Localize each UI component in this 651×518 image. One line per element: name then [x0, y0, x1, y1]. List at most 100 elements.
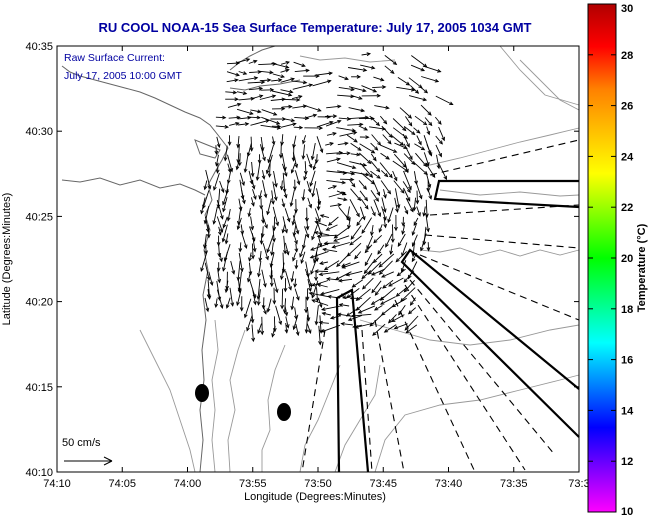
- bathymetry-contours: [139, 45, 580, 473]
- current-vector: [408, 95, 427, 101]
- current-vector-head: [253, 300, 257, 306]
- current-vector: [328, 295, 341, 299]
- current-vector-head: [222, 115, 227, 120]
- current-vector: [215, 298, 218, 308]
- current-vector: [380, 170, 388, 177]
- current-vector-head: [275, 120, 281, 125]
- colorbar-tick-label: 14: [621, 405, 634, 417]
- map-panel[interactable]: Raw Surface Current: July 17, 2005 10:00…: [56, 45, 580, 473]
- current-vector: [371, 280, 382, 293]
- current-vector: [291, 271, 295, 282]
- current-vector-head: [284, 65, 290, 69]
- current-vector: [395, 251, 408, 263]
- current-vector-head: [286, 217, 291, 223]
- current-vector-head: [327, 294, 332, 299]
- current-vector: [280, 78, 295, 83]
- current-vector: [402, 133, 410, 147]
- current-vector-head: [283, 172, 288, 177]
- current-vector-head: [406, 197, 411, 202]
- current-vector-head: [365, 135, 370, 140]
- x-tick-label: 73:55: [239, 478, 267, 490]
- current-vector: [328, 216, 339, 226]
- current-vector: [392, 118, 407, 131]
- current-vector: [420, 104, 432, 116]
- current-vector-head: [266, 210, 270, 216]
- current-vector: [329, 204, 342, 207]
- current-vector: [390, 244, 393, 255]
- x-axis-label: Longitude (Degrees:Minutes): [244, 491, 386, 503]
- current-vector-head: [346, 294, 351, 299]
- current-vector-head: [319, 261, 324, 265]
- current-vector: [216, 199, 224, 219]
- current-vector-head: [357, 196, 362, 202]
- current-vector: [371, 225, 374, 236]
- current-vector-head: [243, 313, 248, 319]
- current-vector: [225, 91, 237, 94]
- current-vector-head: [394, 226, 398, 232]
- current-vector-head: [373, 306, 379, 311]
- current-vector-head: [242, 91, 248, 95]
- y-tick-label: 40:30: [25, 126, 53, 138]
- current-vector: [239, 172, 245, 186]
- current-vector-head: [341, 180, 347, 185]
- current-vector: [285, 270, 292, 290]
- current-vector: [204, 297, 209, 312]
- current-vector-head: [301, 155, 306, 160]
- current-vector-head: [329, 315, 335, 320]
- current-vector: [226, 79, 238, 83]
- current-vector: [349, 116, 369, 120]
- current-vector-head: [213, 186, 217, 191]
- current-vector-head: [281, 106, 286, 111]
- current-vector-head: [413, 221, 418, 226]
- current-vector-head: [391, 318, 396, 323]
- current-vector-head: [291, 221, 296, 226]
- current-vector: [393, 180, 405, 194]
- current-vector-head: [311, 282, 316, 287]
- current-vector-head: [273, 183, 278, 188]
- current-vector: [373, 253, 383, 263]
- station-marker-north[interactable]: [195, 384, 209, 402]
- current-vector: [403, 143, 413, 160]
- current-vector-head: [366, 52, 372, 57]
- current-vector-head: [302, 140, 306, 145]
- colorbar-tick-label: 26: [621, 101, 633, 113]
- current-vector: [320, 261, 328, 265]
- legend-line1: Raw Surface Current:: [64, 52, 165, 64]
- current-vector-head: [362, 162, 368, 167]
- scale-label: 50 cm/s: [62, 437, 101, 449]
- station-marker-south[interactable]: [277, 403, 291, 421]
- current-vector: [282, 252, 285, 273]
- current-vector-head: [321, 311, 326, 316]
- current-vector: [306, 180, 311, 193]
- current-vector: [394, 188, 400, 208]
- current-vector: [281, 134, 284, 146]
- current-vector-head: [258, 257, 263, 263]
- current-vector: [412, 241, 415, 257]
- current-vector: [404, 279, 416, 293]
- current-vector-head: [349, 241, 354, 246]
- current-vector-head: [441, 136, 445, 142]
- current-vector-head: [418, 194, 423, 200]
- current-vector-head: [401, 222, 406, 227]
- current-vector: [423, 226, 427, 245]
- current-vector: [425, 162, 436, 178]
- colorbar-tick-label: 22: [621, 202, 633, 214]
- current-vector-head: [365, 172, 370, 177]
- current-vector-head: [370, 301, 376, 305]
- current-vector: [326, 170, 347, 174]
- current-vector-head: [298, 95, 303, 99]
- current-vector: [237, 123, 249, 126]
- current-vector-head: [331, 244, 336, 249]
- current-vector: [280, 262, 285, 280]
- current-vector-head: [404, 326, 409, 331]
- current-vector-head: [265, 169, 270, 175]
- current-vector-head: [310, 155, 315, 161]
- current-vector: [237, 278, 241, 293]
- current-vector-head: [222, 207, 226, 213]
- current-vector: [401, 242, 408, 257]
- current-vector-head: [219, 228, 224, 233]
- current-vector: [379, 162, 393, 178]
- current-vector: [420, 86, 428, 94]
- current-vector: [361, 53, 371, 56]
- current-vector-head: [237, 102, 242, 107]
